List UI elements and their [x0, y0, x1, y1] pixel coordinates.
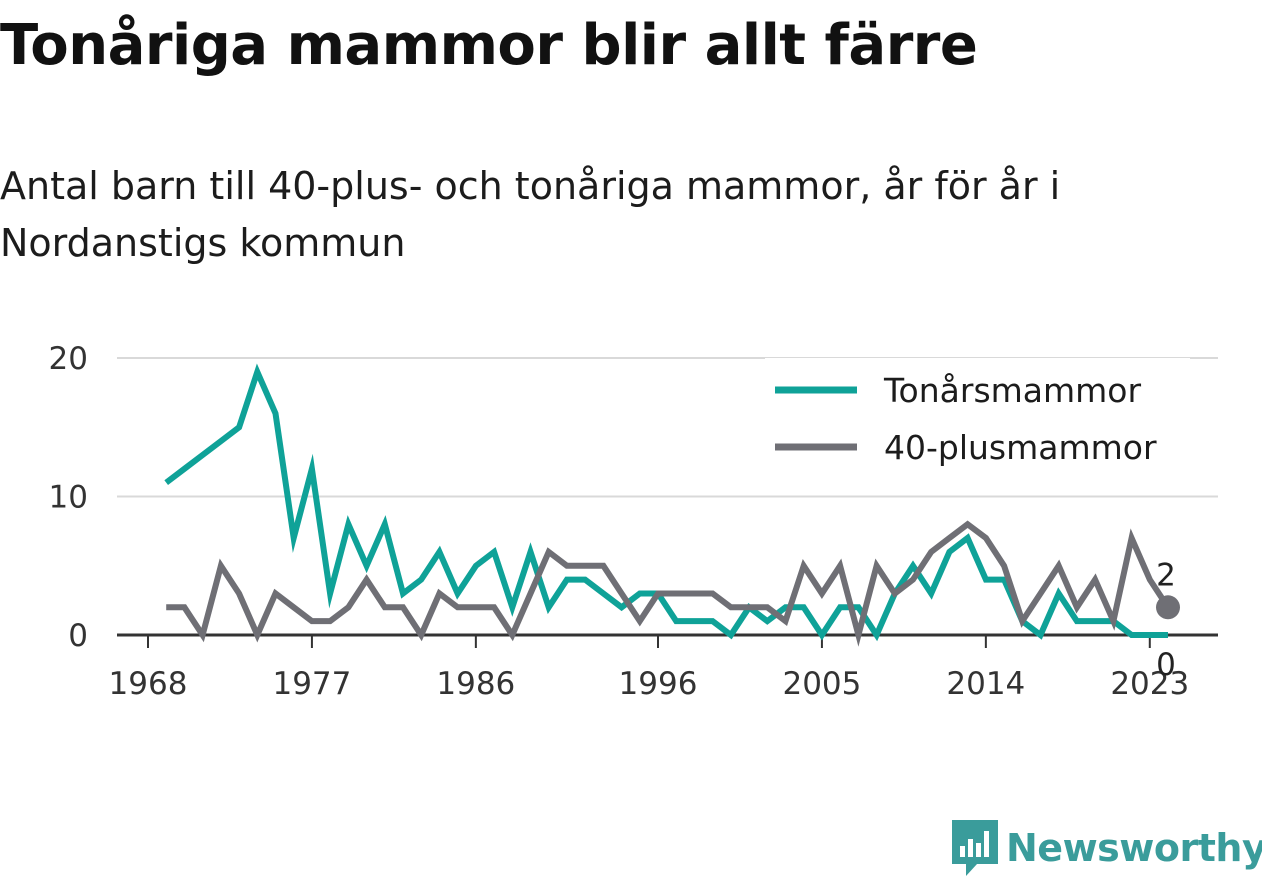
x-tick-label: 2005: [782, 666, 861, 702]
series-line-0: [164, 363, 1168, 642]
brand-logo: Newsworthy: [950, 818, 1262, 878]
chart-title: Tonåriga mammor blir allt färre: [0, 13, 978, 78]
y-tick-label: 20: [49, 341, 88, 377]
x-tick-label: 2014: [946, 666, 1025, 702]
end-label-tonars: 0: [1156, 647, 1176, 683]
y-tick-label: 10: [49, 480, 88, 516]
legend: Tonårsmammor 40-plusmammor: [765, 358, 1190, 483]
x-tick-label: 1977: [272, 666, 351, 702]
newsworthy-logo-icon: [952, 820, 998, 876]
chart-subtitle: Antal barn till 40-plus- och tonåriga ma…: [0, 164, 1061, 265]
x-tick-label: 1996: [619, 666, 698, 702]
legend-background: [765, 358, 1190, 483]
brand-name: Newsworthy: [1006, 826, 1262, 870]
legend-label-1: 40-plusmammor: [884, 428, 1157, 467]
legend-label-0: Tonårsmammor: [883, 371, 1141, 410]
end-point-marker: [1156, 595, 1180, 620]
series-line-1: [166, 520, 1171, 647]
y-tick-label: 0: [68, 618, 88, 654]
x-tick-label: 2023: [1110, 666, 1189, 702]
x-tick-label: 1968: [109, 666, 188, 702]
series-lines: [164, 363, 1171, 647]
x-tick-label: 1986: [436, 666, 515, 702]
end-label-40-plus: 2: [1156, 557, 1176, 593]
end-labels: 20: [1156, 557, 1180, 683]
